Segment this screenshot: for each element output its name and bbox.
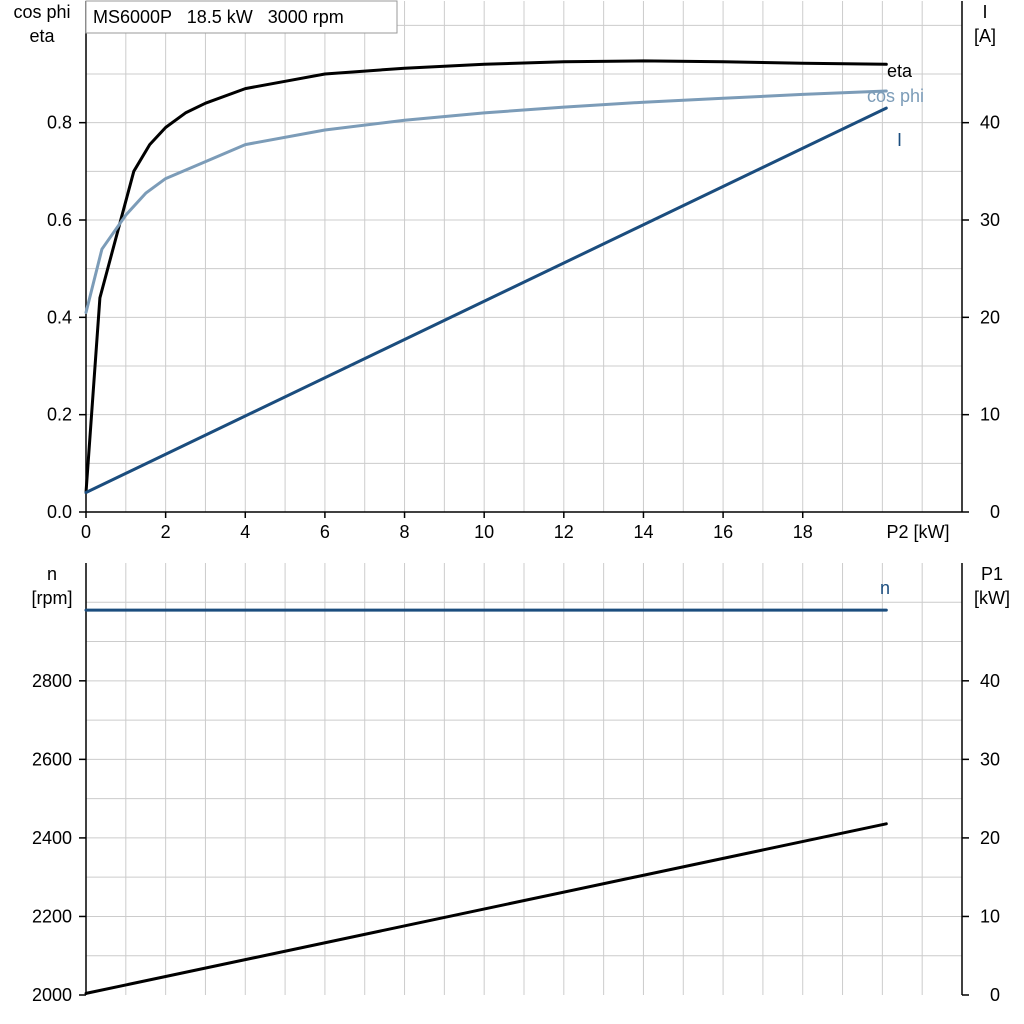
series-line-cos-phi	[84, 89, 888, 314]
bottom-left-y-axis-label-line1: n	[47, 564, 57, 584]
x-tick-label: 18	[793, 522, 813, 542]
x-tick-label: 2	[161, 522, 171, 542]
series-line-p1	[84, 822, 888, 995]
left-y-axis-label-line1: cos phi	[13, 2, 70, 22]
right-y-tick-label: 30	[980, 210, 1000, 230]
series-label-cos-phi: cos phi	[867, 86, 924, 106]
bottom-left-y-tick-label: 2200	[32, 906, 72, 926]
bottom-left-y-tick-label: 2400	[32, 828, 72, 848]
legend-text: MS6000P 18.5 kW 3000 rpm	[93, 7, 344, 27]
left-y-tick-label: 0.6	[47, 210, 72, 230]
bottom-right-y-axis-label-line2: [kW]	[974, 588, 1010, 608]
x-tick-label: 14	[633, 522, 653, 542]
right-y-tick-label: 0	[990, 502, 1000, 522]
right-y-axis-label-line2: [A]	[974, 26, 996, 46]
x-tick-label: 0	[81, 522, 91, 542]
series-line-eta	[84, 59, 888, 494]
bottom-left-y-tick-label: 2600	[32, 749, 72, 769]
top-plot-curves	[84, 59, 888, 494]
legend: MS6000P 18.5 kW 3000 rpm	[85, 0, 398, 34]
left-y-axis-label-line2: eta	[29, 26, 55, 46]
x-tick-label: 12	[554, 522, 574, 542]
left-y-tick-label: 0.2	[47, 405, 72, 425]
legend-box	[85, 0, 398, 34]
bottom-right-y-tick-label: 30	[980, 749, 1000, 769]
top-plot-labels: 0 2 4 6 8 10 12 14 16 18 P2 [kW] 0.0 0.2 0.4 0.6 0.8 0 10…	[13, 2, 1000, 542]
bottom-right-y-tick-label: 20	[980, 828, 1000, 848]
bottom-right-y-axis-label-line1: P1	[981, 564, 1003, 584]
bottom-plot-grid	[86, 563, 962, 995]
series-label-n: n	[880, 578, 890, 598]
series-line-i	[84, 106, 888, 494]
right-y-tick-label: 40	[980, 113, 1000, 133]
left-y-tick-label: 0.0	[47, 502, 72, 522]
x-axis-label: P2 [kW]	[886, 522, 949, 542]
bottom-left-y-tick-label: 2000	[32, 985, 72, 1005]
x-tick-label: 4	[240, 522, 250, 542]
bottom-plot-axes	[79, 563, 969, 996]
bottom-plot-curves	[84, 608, 888, 995]
bottom-right-y-tick-label: 0	[990, 985, 1000, 1005]
left-y-tick-label: 0.8	[47, 113, 72, 133]
bottom-left-y-tick-label: 2800	[32, 671, 72, 691]
right-y-tick-label: 10	[980, 405, 1000, 425]
series-label-eta: eta	[887, 61, 913, 81]
bottom-right-y-tick-label: 40	[980, 671, 1000, 691]
x-tick-label: 8	[400, 522, 410, 542]
top-plot-axes	[79, 1, 969, 518]
series-label-i: I	[897, 130, 902, 150]
right-y-axis-label-line1: I	[982, 2, 987, 22]
left-y-tick-label: 0.4	[47, 307, 72, 327]
bottom-right-y-tick-label: 10	[980, 906, 1000, 926]
top-plot-grid	[86, 1, 962, 512]
bottom-left-y-axis-label-line2: [rpm]	[31, 588, 72, 608]
bottom-plot-labels: 2000 2200 2400 2600 2800 0 10 20 30 40 n [rpm] P1 [kW…	[31, 564, 1010, 1005]
x-tick-label: 16	[713, 522, 733, 542]
x-tick-label: 10	[474, 522, 494, 542]
right-y-tick-label: 20	[980, 307, 1000, 327]
x-tick-label: 6	[320, 522, 330, 542]
